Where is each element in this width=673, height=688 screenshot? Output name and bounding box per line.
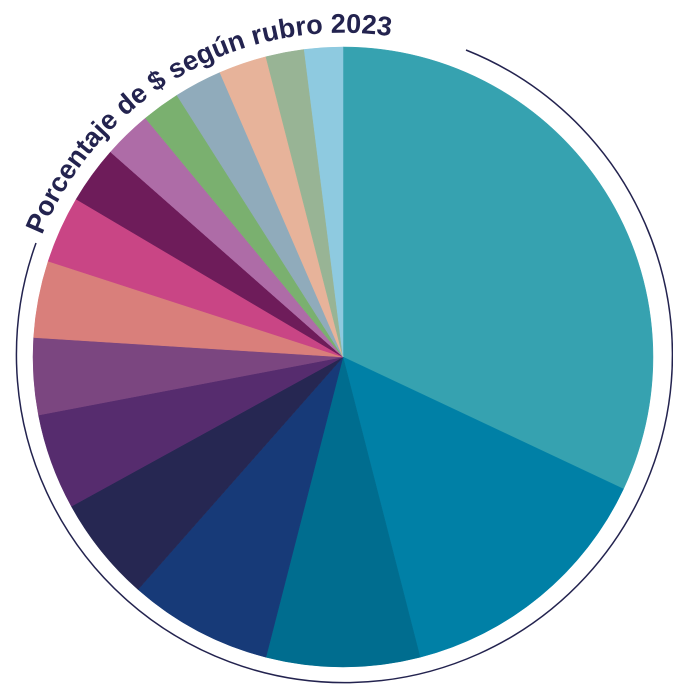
pie-slice [137, 356, 344, 658]
pie [32, 46, 654, 668]
pie-slice [342, 356, 624, 658]
pie-slice [342, 46, 654, 490]
pie-slice [303, 46, 344, 358]
outer-ring [15, 49, 673, 684]
pie-slice [265, 356, 421, 668]
